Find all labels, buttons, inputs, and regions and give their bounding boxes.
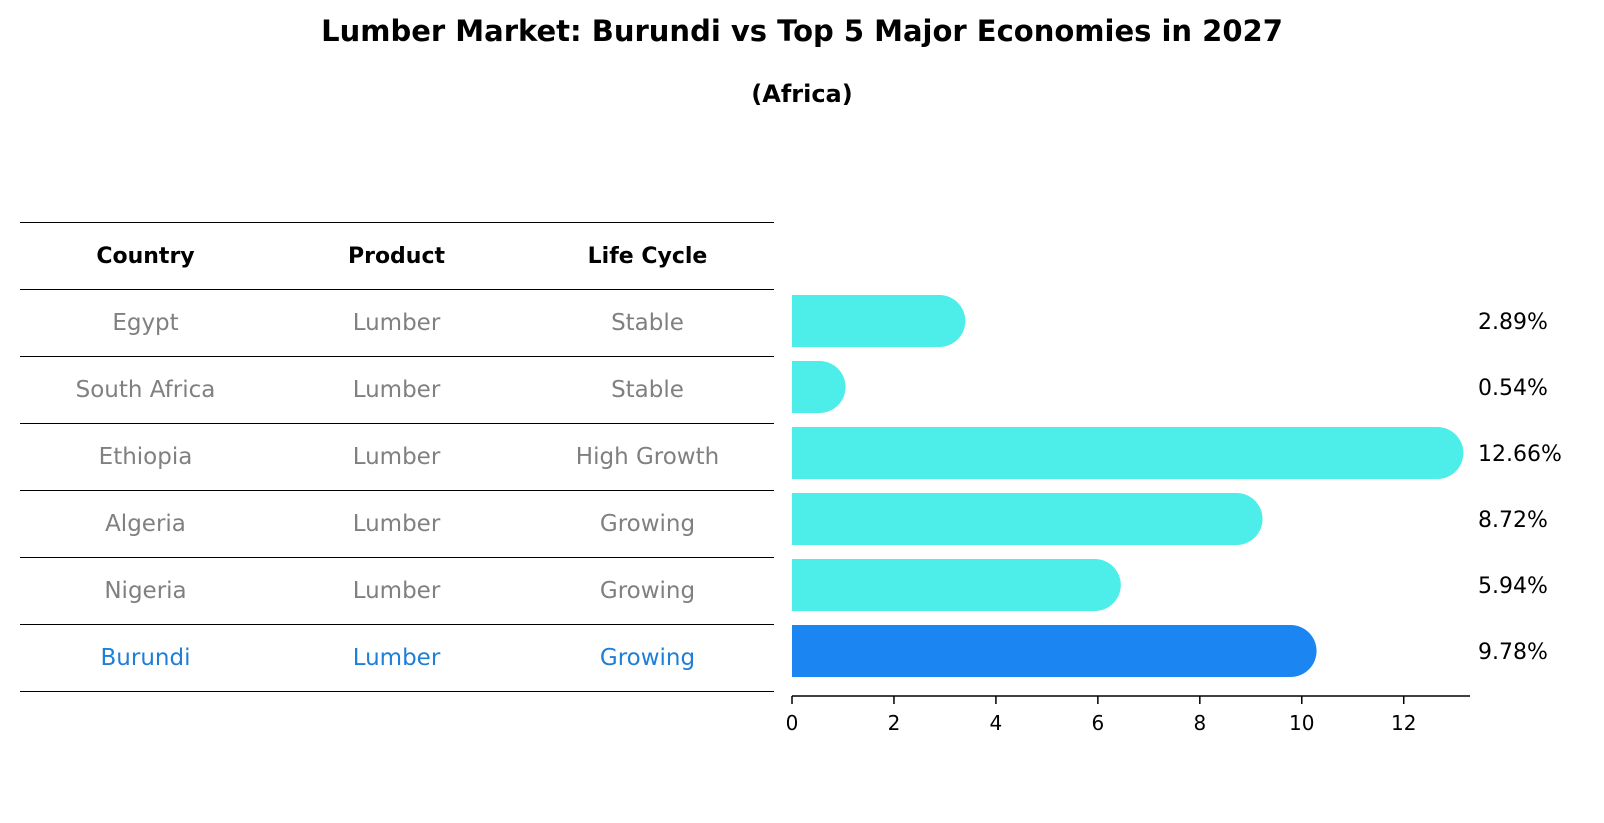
header-country: Country bbox=[96, 243, 195, 269]
cell-product: Lumber bbox=[352, 511, 441, 537]
x-tick-label: 8 bbox=[1193, 711, 1206, 735]
chart-title: Lumber Market: Burundi vs Top 5 Major Ec… bbox=[321, 14, 1283, 48]
bar-algeria bbox=[792, 493, 1263, 545]
header-life-cycle: Life Cycle bbox=[587, 243, 708, 269]
header-product: Product bbox=[347, 243, 446, 269]
value-label: 0.54% bbox=[1478, 376, 1548, 401]
cell-product: Lumber bbox=[352, 377, 441, 403]
x-tick-label: 0 bbox=[786, 711, 799, 735]
x-tick-label: 2 bbox=[888, 711, 901, 735]
table-row: Ethiopia Lumber High Growth bbox=[20, 423, 774, 490]
table-row: Nigeria Lumber Growing bbox=[20, 557, 774, 624]
cell-life-cycle: Growing bbox=[599, 578, 696, 604]
table-header-row: Country Product Life Cycle bbox=[20, 222, 774, 289]
x-tick-label: 12 bbox=[1391, 711, 1416, 735]
value-label: 5.94% bbox=[1478, 574, 1548, 599]
x-tick-label: 4 bbox=[990, 711, 1003, 735]
cell-country: Ethiopia bbox=[98, 444, 193, 470]
table-row: Algeria Lumber Growing bbox=[20, 490, 774, 557]
table-row: South Africa Lumber Stable bbox=[20, 356, 774, 423]
bar-ethiopia bbox=[792, 427, 1464, 479]
bar-nigeria bbox=[792, 559, 1121, 611]
cell-life-cycle: High Growth bbox=[575, 444, 720, 470]
x-tick-label: 6 bbox=[1091, 711, 1104, 735]
bar-burundi bbox=[792, 625, 1317, 677]
value-label: 9.78% bbox=[1478, 640, 1548, 665]
x-tick-label: 10 bbox=[1289, 711, 1314, 735]
cell-country: Burundi bbox=[100, 645, 191, 671]
cell-life-cycle: Stable bbox=[611, 377, 684, 403]
chart-subtitle: (Africa) bbox=[751, 80, 853, 108]
cell-product: Lumber bbox=[352, 578, 441, 604]
cell-country: Nigeria bbox=[104, 578, 187, 604]
data-table: Country Product Life Cycle Egypt Lumber … bbox=[20, 222, 774, 692]
cell-product: Lumber bbox=[352, 310, 441, 336]
cell-life-cycle: Growing bbox=[599, 511, 696, 537]
table-row-highlight: Burundi Lumber Growing bbox=[20, 624, 774, 692]
bar-egypt bbox=[792, 295, 966, 347]
table-row: Egypt Lumber Stable bbox=[20, 289, 774, 356]
cell-country: Egypt bbox=[112, 310, 179, 336]
cell-product: Lumber bbox=[352, 444, 441, 470]
cell-life-cycle: Stable bbox=[611, 310, 684, 336]
cell-country: South Africa bbox=[75, 377, 216, 403]
cell-country: Algeria bbox=[105, 511, 186, 537]
cell-life-cycle: Growing bbox=[599, 645, 696, 671]
value-label: 8.72% bbox=[1478, 508, 1548, 533]
bar-south-africa bbox=[792, 361, 846, 413]
value-label: 12.66% bbox=[1478, 442, 1562, 467]
cell-product: Lumber bbox=[352, 645, 441, 671]
value-label: 2.89% bbox=[1478, 310, 1548, 335]
